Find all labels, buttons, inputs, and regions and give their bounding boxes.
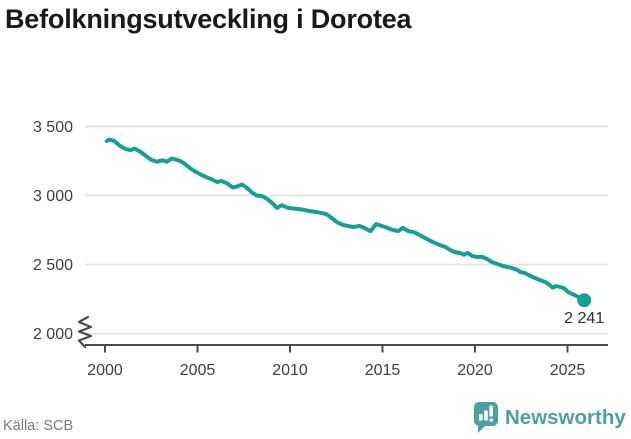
y-tick-label-3000: 3 000: [33, 188, 73, 205]
x-tick-label-2005: 2005: [180, 362, 216, 379]
x-axis-tick-labels: 2000 2005 2010 2015 2020 2025: [87, 362, 585, 379]
x-tick-label-2020: 2020: [457, 362, 493, 379]
population-line: [104, 137, 587, 303]
newsworthy-icon: [474, 402, 498, 433]
latest-value-dot: [577, 293, 592, 308]
x-tick-label-2015: 2015: [365, 362, 401, 379]
y-axis-tick-labels: 3 500 3 000 2 500 2 000: [33, 119, 73, 343]
chart-title: Befolkningsutveckling i Dorotea: [5, 4, 412, 34]
source-caption: Källa: SCB: [3, 418, 74, 434]
x-tick-label-2010: 2010: [272, 362, 308, 379]
gridlines: [85, 125, 608, 335]
y-tick-label-2500: 2 500: [33, 257, 73, 274]
newsworthy-wordmark: Newsworthy: [505, 406, 626, 429]
axis-break-icon: [77, 315, 93, 349]
x-axis-ticks: [104, 345, 569, 353]
newsworthy-logo[interactable]: Newsworthy: [474, 401, 626, 435]
x-tick-label-2000: 2000: [87, 362, 123, 379]
y-tick-label-3500: 3 500: [33, 119, 73, 136]
latest-value-label: 2 241: [564, 310, 604, 327]
y-tick-label-2000: 2 000: [33, 326, 73, 343]
x-tick-label-2025: 2025: [550, 362, 586, 379]
population-line-chart: 3 500 3 000 2 500 2 000 2000 2005 2010 2015 202…: [33, 119, 608, 379]
